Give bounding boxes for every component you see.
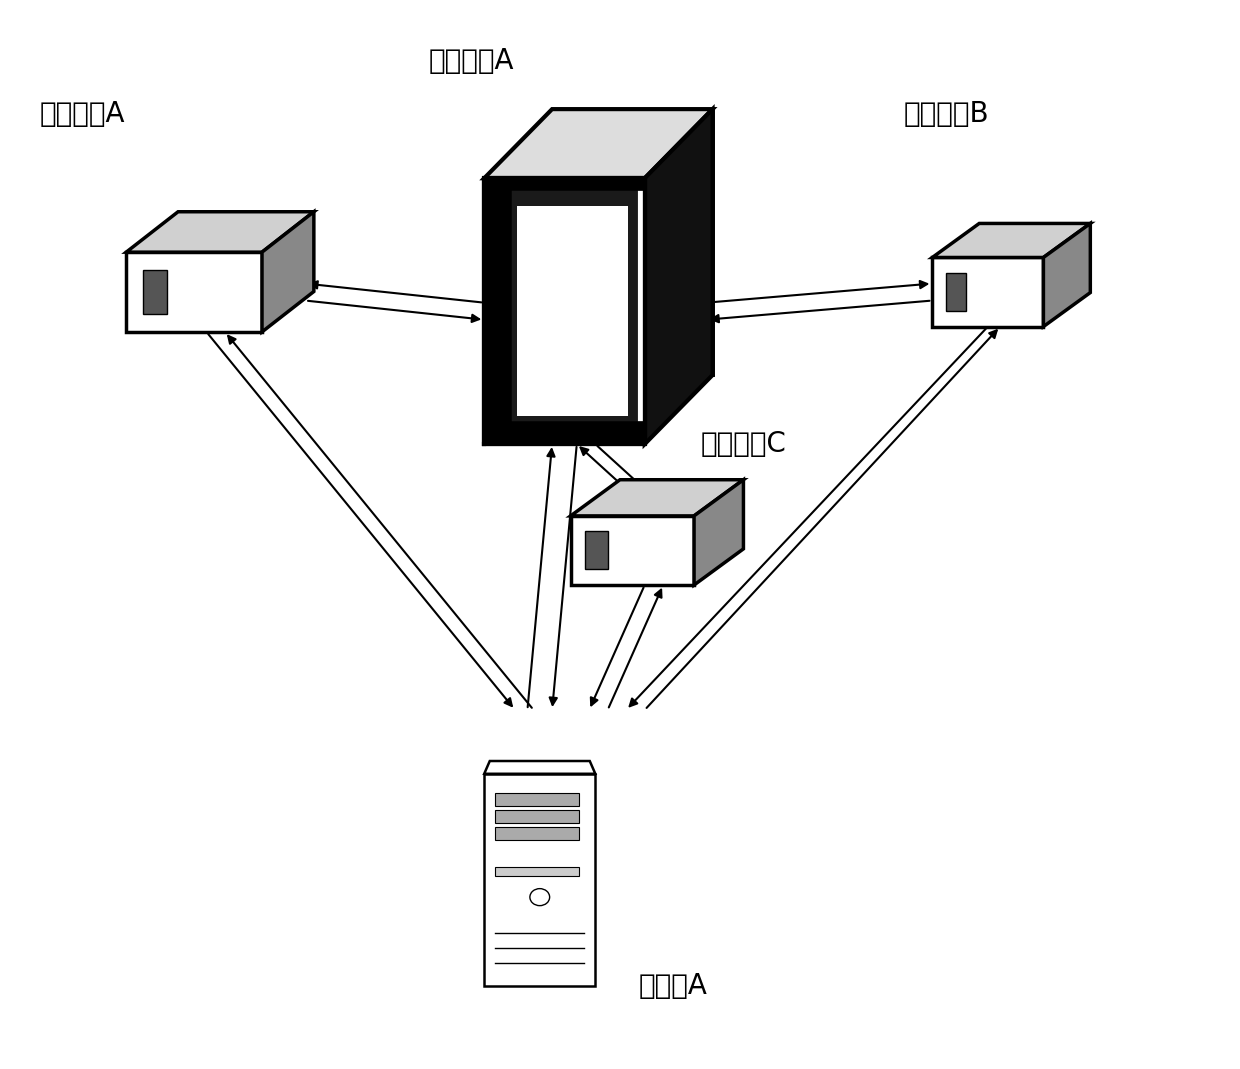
Polygon shape: [932, 258, 1043, 327]
Polygon shape: [484, 774, 595, 987]
Polygon shape: [694, 480, 744, 585]
Polygon shape: [585, 531, 608, 570]
Text: 存储节点C: 存储节点C: [701, 430, 786, 459]
Polygon shape: [932, 223, 1090, 258]
Polygon shape: [126, 252, 262, 331]
Polygon shape: [495, 810, 579, 823]
Polygon shape: [495, 793, 579, 806]
Polygon shape: [946, 273, 966, 311]
Polygon shape: [495, 867, 579, 876]
Text: 管理节点A: 管理节点A: [429, 47, 515, 75]
Polygon shape: [1043, 223, 1090, 327]
Polygon shape: [484, 109, 713, 179]
Polygon shape: [570, 480, 744, 516]
Polygon shape: [517, 206, 629, 416]
Text: 存储节点A: 存储节点A: [40, 100, 125, 128]
Polygon shape: [484, 421, 645, 444]
Polygon shape: [570, 516, 694, 585]
Text: 服务器A: 服务器A: [639, 973, 707, 1001]
Polygon shape: [484, 761, 595, 774]
Polygon shape: [511, 190, 636, 421]
Circle shape: [529, 888, 549, 905]
Text: 存储节点B: 存储节点B: [904, 100, 990, 128]
Polygon shape: [262, 212, 314, 331]
Polygon shape: [645, 109, 713, 444]
Polygon shape: [126, 212, 314, 252]
Polygon shape: [484, 179, 511, 444]
Polygon shape: [143, 270, 167, 314]
Polygon shape: [552, 109, 713, 375]
Polygon shape: [484, 179, 645, 444]
Polygon shape: [495, 827, 579, 840]
Polygon shape: [484, 179, 645, 190]
